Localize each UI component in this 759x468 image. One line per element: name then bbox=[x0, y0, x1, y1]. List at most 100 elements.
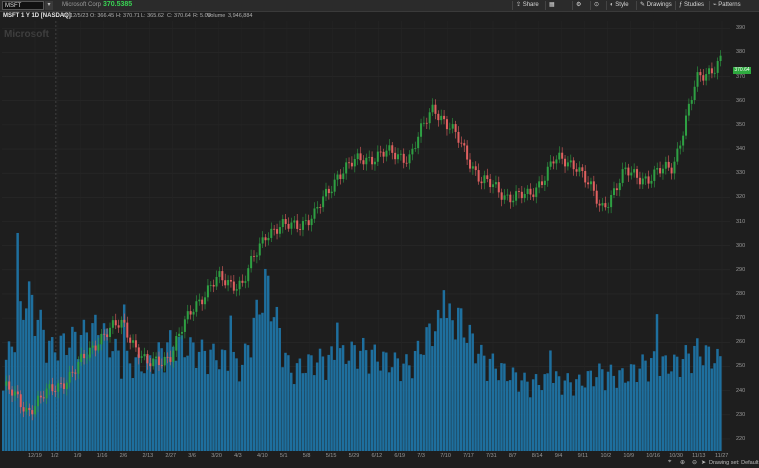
candle-body bbox=[143, 354, 146, 357]
candle-body bbox=[186, 311, 189, 320]
x-tick-label: 4/10 bbox=[257, 453, 268, 459]
candle-body bbox=[589, 181, 592, 185]
lock-button[interactable]: ⊙ bbox=[590, 1, 599, 10]
candle-body bbox=[48, 384, 51, 389]
zoom-icon[interactable]: ⊕ bbox=[680, 460, 686, 466]
volume-bar bbox=[197, 351, 201, 451]
x-tick-label: 3/20 bbox=[211, 453, 222, 459]
candle-body bbox=[705, 74, 708, 81]
candle-body bbox=[644, 176, 647, 179]
symbol-input[interactable]: MSFT bbox=[2, 1, 44, 10]
volume-bar bbox=[603, 390, 607, 451]
volume-bar bbox=[2, 390, 5, 451]
candle-body bbox=[278, 227, 281, 234]
volume-bar bbox=[629, 364, 633, 451]
candle-body bbox=[169, 357, 172, 362]
candle-body bbox=[638, 177, 641, 185]
candle-body bbox=[402, 153, 405, 163]
close-readout: C: 370.64 bbox=[167, 13, 191, 19]
volume-bar bbox=[36, 319, 40, 451]
volume-bar bbox=[261, 312, 264, 451]
volume-bar bbox=[698, 356, 702, 451]
candle-body bbox=[247, 268, 250, 282]
volume-bar bbox=[592, 386, 595, 451]
candle-body bbox=[471, 166, 474, 169]
x-tick-label: 1/16 bbox=[96, 453, 108, 459]
candle-body bbox=[183, 319, 186, 332]
candle-body bbox=[157, 356, 160, 366]
price-chart[interactable] bbox=[0, 21, 759, 457]
candle-body bbox=[85, 357, 88, 359]
candle-body bbox=[224, 280, 227, 286]
x-tick-label: 2/27 bbox=[165, 453, 177, 459]
volume-bar bbox=[445, 317, 448, 451]
candle-body bbox=[348, 162, 351, 164]
candle-body bbox=[22, 407, 25, 412]
layout-button[interactable]: ▦ bbox=[545, 1, 555, 10]
candle-body bbox=[195, 301, 198, 312]
volume-bar bbox=[91, 323, 94, 451]
candle-body bbox=[13, 391, 16, 396]
candle-body bbox=[209, 284, 212, 286]
volume-bar bbox=[647, 381, 650, 451]
company-name: Microsoft Corp bbox=[62, 2, 102, 8]
y-tick-label: 270 bbox=[736, 315, 746, 322]
style-button[interactable]: ◐ Style bbox=[606, 1, 629, 10]
volume-bar bbox=[177, 336, 181, 451]
pointer-icon[interactable]: ➤ bbox=[701, 460, 707, 466]
volume-bar bbox=[143, 373, 146, 451]
volume-bar bbox=[652, 351, 656, 451]
volume-bar bbox=[410, 378, 414, 451]
candle-body bbox=[425, 122, 428, 124]
candle-body bbox=[108, 327, 112, 337]
watermark: Microsoft bbox=[4, 29, 49, 40]
candle-body bbox=[636, 169, 639, 178]
cursor-icon[interactable]: ⌖ bbox=[668, 459, 672, 465]
patterns-button[interactable]: ⌁ Patterns bbox=[709, 1, 741, 10]
candle-body bbox=[252, 255, 256, 257]
y-tick-label: 320 bbox=[736, 194, 746, 201]
volume-bar bbox=[367, 373, 371, 451]
candle-body bbox=[612, 188, 616, 196]
volume-bar bbox=[439, 318, 443, 451]
volume-bar bbox=[284, 352, 287, 451]
candle-body bbox=[261, 237, 264, 244]
chevron-down-icon[interactable]: ▾ bbox=[45, 1, 53, 10]
candle-body bbox=[420, 123, 423, 137]
volume-bar bbox=[681, 359, 685, 451]
y-tick-label: 340 bbox=[736, 146, 746, 153]
share-button[interactable]: ⇪ Share bbox=[512, 1, 539, 10]
candle-body bbox=[661, 168, 664, 174]
candle-body bbox=[641, 178, 644, 185]
candle-body bbox=[624, 167, 627, 170]
volume-bar bbox=[615, 387, 618, 451]
candle-body bbox=[19, 394, 22, 408]
volume-bar bbox=[16, 232, 19, 451]
volume-bar bbox=[563, 380, 567, 451]
studies-button[interactable]: ƒ Studies bbox=[675, 1, 704, 10]
candle-body bbox=[296, 220, 299, 229]
volume-bar bbox=[531, 379, 535, 451]
volume-bar bbox=[632, 364, 636, 451]
volume-bar bbox=[160, 348, 163, 451]
candle-body bbox=[379, 151, 382, 153]
candle-body bbox=[94, 345, 97, 351]
candle-body bbox=[293, 220, 296, 223]
candle-body bbox=[198, 299, 201, 302]
volume-bar bbox=[111, 351, 114, 451]
candle-body bbox=[664, 161, 667, 169]
volume-bar bbox=[503, 363, 506, 451]
drawing-set-label[interactable]: Drawing set: Default bbox=[709, 460, 759, 466]
zoom-out-icon[interactable]: ⊖ bbox=[692, 460, 698, 466]
settings-button[interactable]: ⚙ bbox=[572, 1, 581, 10]
candle-body bbox=[204, 297, 207, 305]
volume-bar bbox=[416, 340, 420, 451]
volume-bar bbox=[598, 363, 601, 451]
volume-bar bbox=[353, 345, 356, 451]
style-icon: ◐ bbox=[610, 2, 614, 8]
volume-bar bbox=[94, 314, 97, 451]
candle-body bbox=[463, 143, 466, 146]
candle-body bbox=[512, 200, 515, 203]
candle-body bbox=[39, 395, 42, 398]
drawings-button[interactable]: ✎ Drawings bbox=[636, 1, 672, 10]
